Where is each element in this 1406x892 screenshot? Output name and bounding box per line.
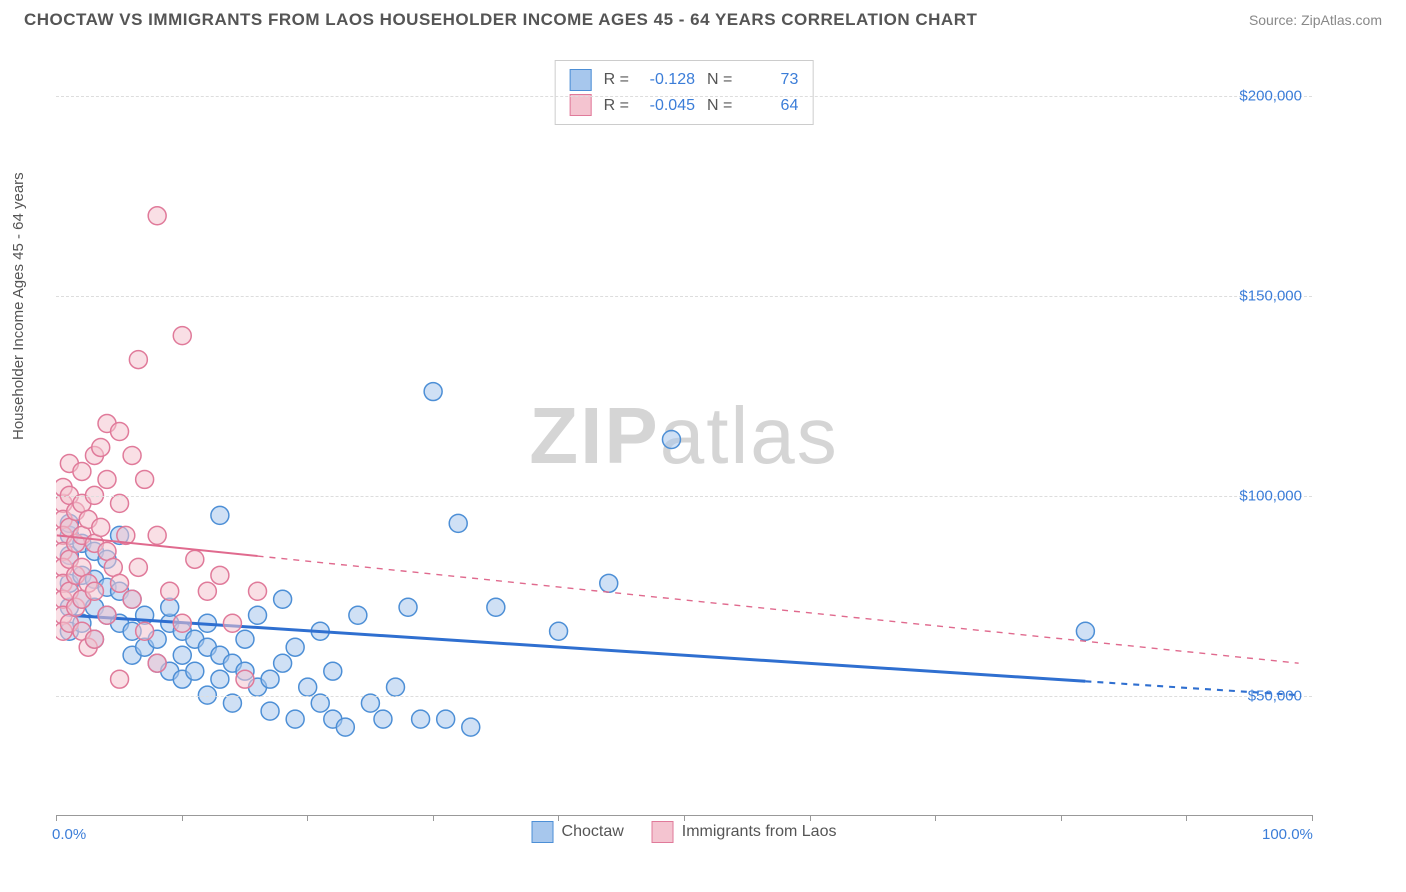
data-point — [173, 327, 191, 345]
data-point — [286, 710, 304, 728]
data-point — [211, 566, 229, 584]
data-point — [186, 662, 204, 680]
r-label: R = — [604, 67, 629, 93]
legend-row: R = -0.128 N = 73 — [570, 67, 799, 93]
gridline — [56, 696, 1312, 697]
n-label: N = — [707, 67, 732, 93]
data-point — [449, 514, 467, 532]
data-point — [600, 574, 618, 592]
x-tick — [433, 815, 434, 821]
data-point — [111, 494, 129, 512]
x-tick-label: 100.0% — [1262, 826, 1313, 843]
data-point — [85, 582, 103, 600]
data-point — [98, 606, 116, 624]
y-axis-label: Householder Income Ages 45 - 64 years — [10, 172, 27, 440]
data-point — [336, 718, 354, 736]
data-point — [211, 670, 229, 688]
data-point — [487, 598, 505, 616]
gridline — [56, 496, 1312, 497]
data-point — [123, 590, 141, 608]
legend-swatch — [570, 94, 592, 116]
data-point — [261, 670, 279, 688]
gridline — [56, 296, 1312, 297]
data-point — [148, 207, 166, 225]
data-point — [111, 423, 129, 441]
data-point — [123, 446, 141, 464]
data-point — [236, 630, 254, 648]
data-point — [148, 526, 166, 544]
y-tick-label: $50,000 — [1248, 688, 1302, 705]
y-tick-label: $100,000 — [1239, 488, 1302, 505]
data-point — [129, 351, 147, 369]
y-tick-label: $200,000 — [1239, 88, 1302, 105]
x-tick — [810, 815, 811, 821]
data-point — [387, 678, 405, 696]
data-point — [186, 550, 204, 568]
y-tick-label: $150,000 — [1239, 288, 1302, 305]
series-legend: Choctaw Immigrants from Laos — [532, 821, 837, 843]
series-name: Choctaw — [562, 823, 624, 841]
data-point — [462, 718, 480, 736]
x-tick — [1186, 815, 1187, 821]
source-label: Source: ZipAtlas.com — [1249, 12, 1382, 28]
data-point — [85, 630, 103, 648]
x-tick-label: 0.0% — [52, 826, 86, 843]
scatter-plot-svg — [56, 56, 1312, 815]
data-point — [261, 702, 279, 720]
data-point — [236, 670, 254, 688]
data-point — [136, 622, 154, 640]
gridline — [56, 96, 1312, 97]
data-point — [249, 606, 267, 624]
data-point — [274, 654, 292, 672]
legend-swatch — [652, 821, 674, 843]
x-tick — [307, 815, 308, 821]
data-point — [286, 638, 304, 656]
series-legend-item: Choctaw — [532, 821, 624, 843]
data-point — [173, 614, 191, 632]
data-point — [73, 462, 91, 480]
data-point — [424, 383, 442, 401]
chart-plot-area: ZIPatlas R =-0.128N =73R =-0.045N =64 Ch… — [56, 56, 1312, 816]
data-point — [412, 710, 430, 728]
data-point — [111, 574, 129, 592]
series-name: Immigrants from Laos — [682, 823, 837, 841]
data-point — [349, 606, 367, 624]
x-tick — [935, 815, 936, 821]
x-tick — [558, 815, 559, 821]
n-value: 73 — [744, 67, 798, 93]
x-tick — [1312, 815, 1313, 821]
data-point — [1076, 622, 1094, 640]
data-point — [129, 558, 147, 576]
data-point — [148, 654, 166, 672]
x-tick — [182, 815, 183, 821]
data-point — [324, 662, 342, 680]
data-point — [136, 470, 154, 488]
data-point — [98, 470, 116, 488]
data-point — [550, 622, 568, 640]
data-point — [662, 431, 680, 449]
data-point — [399, 598, 417, 616]
r-value: -0.128 — [641, 67, 695, 93]
data-point — [437, 710, 455, 728]
x-tick — [56, 815, 57, 821]
correlation-legend: R =-0.128N =73R =-0.045N =64 — [555, 60, 814, 125]
data-point — [198, 582, 216, 600]
data-point — [374, 710, 392, 728]
x-tick — [684, 815, 685, 821]
x-tick — [1061, 815, 1062, 821]
data-point — [111, 670, 129, 688]
data-point — [299, 678, 317, 696]
data-point — [223, 614, 241, 632]
data-point — [161, 582, 179, 600]
data-point — [92, 438, 110, 456]
data-point — [92, 518, 110, 536]
data-point — [249, 582, 267, 600]
chart-title: CHOCTAW VS IMMIGRANTS FROM LAOS HOUSEHOL… — [24, 10, 977, 30]
data-point — [211, 506, 229, 524]
data-point — [173, 646, 191, 664]
legend-swatch — [532, 821, 554, 843]
series-legend-item: Immigrants from Laos — [652, 821, 837, 843]
data-point — [274, 590, 292, 608]
legend-swatch — [570, 69, 592, 91]
